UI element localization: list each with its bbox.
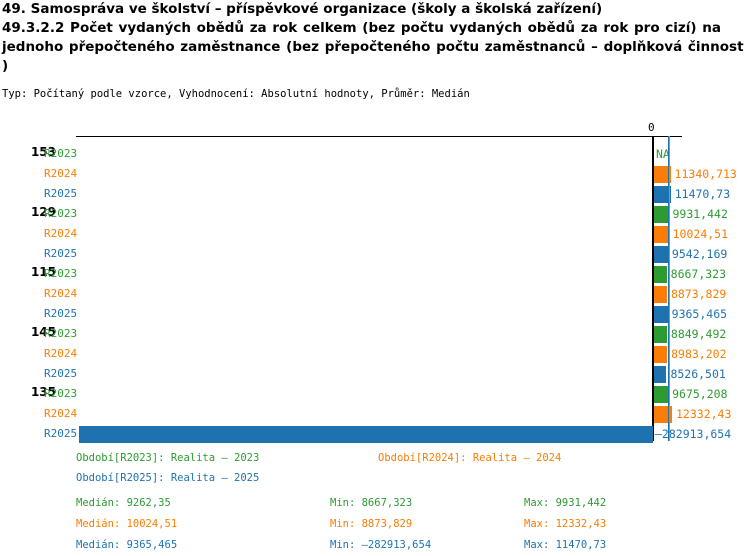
group-count-label: 129 [30,205,56,219]
bar-value-label: 9542,169 [671,247,728,261]
bar-r2025[interactable] [654,306,668,323]
series-row-label-r2023: R2023 [44,327,78,340]
series-row-label-r2023: R2023 [44,207,78,220]
bar-r2024[interactable] [654,166,671,183]
bar-value-label: 9675,208 [672,387,728,401]
series-row-label-r2025: R2025 [44,187,78,200]
plot-top-rule [76,136,682,137]
bar-r2024[interactable] [654,286,667,303]
legend-period-2024: Období[R2024]: Realita – 2024 [378,452,562,464]
legend-min-2024: Min: 8873,829 [330,518,413,530]
bar-r2023[interactable] [654,206,669,223]
group-count-label: 115 [30,265,56,279]
bar-value-label: 8667,323 [670,267,727,281]
bar-value-label: 10024,51 [672,227,729,241]
legend-min-2025: Min: –282913,654 [330,539,432,551]
bar-r2025[interactable] [654,366,667,383]
zero-axis-line [652,136,654,441]
series-row-label-r2025: R2025 [44,247,78,260]
page-title: 49. Samospráva ve školství – příspěvkové… [2,1,603,17]
bar-r2023[interactable] [654,326,667,343]
bar-r2025[interactable] [654,186,671,203]
bar-value-label: 8849,492 [670,327,727,341]
bar-value-label: 8873,829 [670,287,727,301]
bar-r2023[interactable] [654,266,667,283]
median-line-r2024 [668,136,670,441]
series-row-label-r2025: R2025 [44,307,78,320]
group-count-label: 145 [30,325,56,339]
bar-value-label: 9365,465 [671,307,728,321]
series-row-label-r2024: R2024 [44,347,78,360]
header: 49. Samospráva ve školství – příspěvkové… [0,0,750,76]
group-count-label: 135 [30,385,56,399]
bar-value-label: –282913,654 [655,427,732,441]
bar-r2024[interactable] [654,226,669,243]
bar-value-label: 11470,73 [674,187,731,201]
series-row-label-r2023: R2023 [44,267,78,280]
series-row-label-r2024: R2024 [44,287,78,300]
chart-meta-line: Typ: Počítaný podle vzorce, Vyhodnocení:… [2,88,470,100]
legend-period-2023: Období[R2023]: Realita – 2023 [76,452,260,464]
bar-value-na: NA [656,147,670,161]
legend-min-2023: Min: 8667,323 [330,497,413,509]
series-row-label-r2023: R2023 [44,147,78,160]
legend-median-2025: Medián: 9365,465 [76,539,178,551]
legend-max-2023: Max: 9931,442 [524,497,607,509]
zero-tick-label: 0 [648,121,655,134]
series-row-label-r2024: R2024 [44,227,78,240]
bar-r2024[interactable] [654,406,672,423]
bar-r2025[interactable] [79,426,653,443]
bar-r2023[interactable] [654,386,669,403]
series-row-label-r2024: R2024 [44,407,78,420]
chart-plot-area: 0 NA 11340,713 11470,73 9931,442 10024,51 954… [0,110,750,445]
bar-value-label: 12332,43 [676,407,732,421]
bar-r2024[interactable] [654,346,668,363]
group-count-label: 153 [30,145,56,159]
bar-value-label: 9931,442 [672,207,728,221]
series-row-label-r2025: R2025 [44,367,78,380]
series-row-label-r2023: R2023 [44,387,78,400]
bar-value-label: 8983,202 [671,347,727,361]
bar-value-label: 8526,501 [670,367,726,381]
series-row-label-r2024: R2024 [44,167,78,180]
bar-r2025[interactable] [654,246,668,263]
legend-period-2025: Období[R2025]: Realita – 2025 [76,472,260,484]
chart-subtitle: 49.3.2.2 Počet vydaných obědů za rok cel… [2,20,744,74]
chart-legend: Období[R2023]: Realita – 2023 Období[R20… [0,448,750,556]
legend-max-2025: Max: 11470,73 [524,539,607,551]
legend-median-2024: Medián: 10024,51 [76,518,178,530]
legend-median-2023: Medián: 9262,35 [76,497,171,509]
series-row-label-r2025: R2025 [44,427,78,440]
chart-subtitle-wrap: 49.3.2.2 Počet vydaných obědů za rok cel… [0,19,746,76]
legend-max-2024: Max: 12332,43 [524,518,607,530]
median-line-r2025 [667,136,669,441]
bar-value-label: 11340,713 [674,167,737,181]
